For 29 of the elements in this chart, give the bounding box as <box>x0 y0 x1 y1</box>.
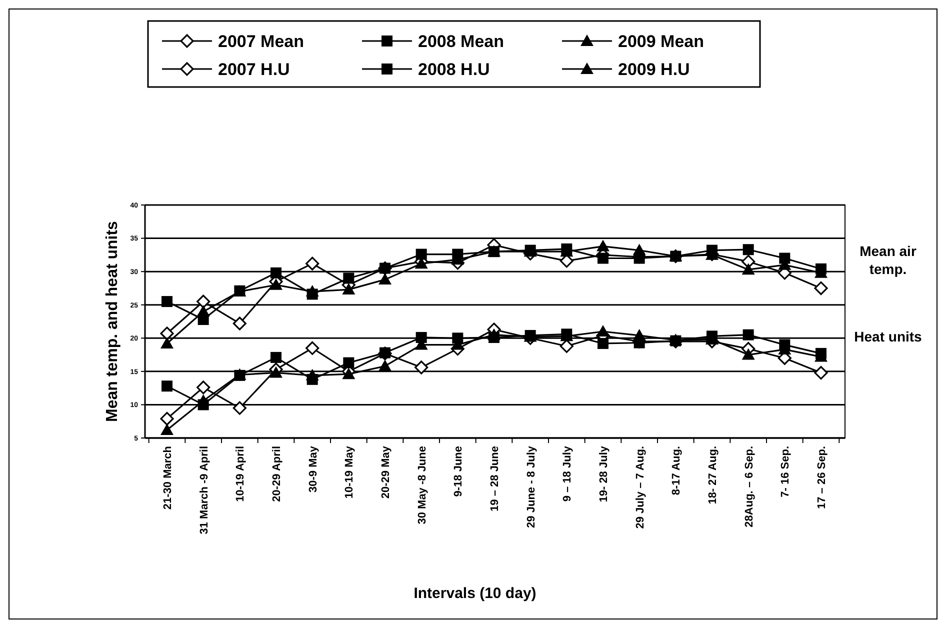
x-tick-label: 30 May -8 June <box>416 446 428 524</box>
legend-label: 2009 H.U <box>618 60 690 79</box>
legend-label: 2007 Mean <box>218 32 304 51</box>
x-tick-label: 8-17 Aug. <box>670 446 683 496</box>
x-tick-label: 18- 27 Aug. <box>707 446 719 504</box>
x-tick-label: 21-30 March <box>162 446 174 510</box>
x-tick-label: 28Aug. – 6 Sep. <box>743 446 756 528</box>
legend-label: 2009 Mean <box>618 32 704 51</box>
x-tick-label: 9-18 June <box>452 446 465 497</box>
x-tick-label: 17 – 26 Sep. <box>816 446 828 509</box>
x-tick-label: 31 March -9 April <box>198 446 210 534</box>
x-tick-label: 20-29 April <box>271 446 283 502</box>
x-tick-label: 9 – 18 July <box>562 445 574 502</box>
text: Mean air temp. <box>860 242 917 277</box>
x-tick-label: 19- 28 July <box>598 445 610 502</box>
x-tick-label: 7- 16 Sep. <box>780 446 792 498</box>
x-tick-label: 30-9 May <box>307 445 320 492</box>
legend-label: 2008 Mean <box>418 32 504 51</box>
x-axis-title: Intervals (10 day) <box>414 585 536 602</box>
legend-label: 2007 H.U <box>218 60 290 79</box>
legend-label: 2008 H.U <box>418 60 490 79</box>
x-tick-label: 29 July – 7 Aug. <box>634 446 646 529</box>
text: Heat units <box>854 328 922 344</box>
x-tick-label: 10-19 May <box>344 445 356 499</box>
x-tick-label: 10-19 April <box>234 446 247 502</box>
x-tick-label: 29 June - 8 July <box>525 445 538 528</box>
x-tick-label: 19 – 28 June <box>489 446 501 512</box>
y-axis-title: Mean temp. and heat units <box>104 220 121 422</box>
x-tick-label: 20-29 May <box>380 445 392 499</box>
